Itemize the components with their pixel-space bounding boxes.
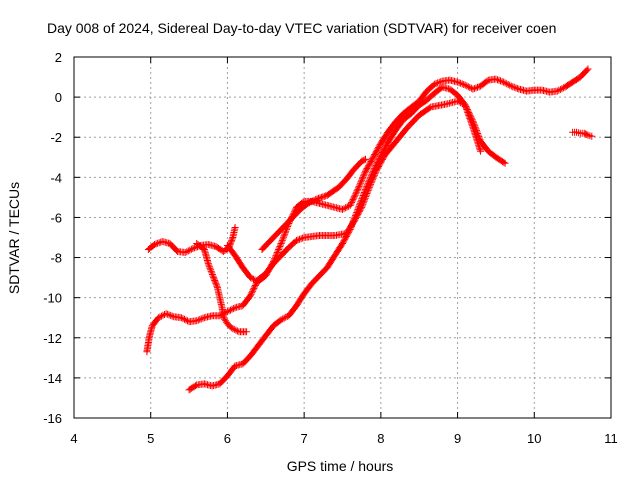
x-tick-label: 9 (454, 431, 461, 446)
y-tick-label: -10 (43, 291, 62, 306)
y-tick-label: 2 (55, 50, 62, 65)
x-axis-label: GPS time / hours (287, 458, 394, 474)
series-track-e (185, 83, 485, 394)
x-tick-label: 10 (527, 431, 541, 446)
data-markers (143, 65, 596, 394)
series-track-g (569, 128, 596, 140)
y-tick-label: -14 (43, 371, 62, 386)
x-tick-label: 8 (377, 431, 384, 446)
y-tick-label: -8 (50, 251, 62, 266)
series-track-f (258, 155, 369, 253)
plus-markers (185, 83, 485, 394)
x-tick-label: 7 (301, 431, 308, 446)
plus-markers (193, 240, 251, 336)
x-tick-label: 6 (224, 431, 231, 446)
x-tick-label: 5 (147, 431, 154, 446)
y-tick-label: -6 (50, 210, 62, 225)
series-track-d (223, 65, 592, 286)
y-tick-label: -2 (50, 130, 62, 145)
plus-markers (569, 128, 596, 140)
axis-ticks (73, 56, 612, 419)
series-track-b (193, 240, 251, 336)
y-tick-labels: -16 -14 -12 -10 -8 -6 -4 -2 0 2 (43, 50, 62, 426)
x-tick-labels: 4 5 6 7 8 9 10 11 (70, 431, 617, 446)
plot-frame (73, 56, 612, 419)
y-tick-label: -12 (43, 331, 62, 346)
plus-markers (258, 155, 369, 253)
y-tick-label: -4 (50, 170, 62, 185)
y-tick-label: 0 (55, 90, 62, 105)
x-tick-label: 4 (70, 431, 77, 446)
x-tick-label: 11 (604, 431, 618, 446)
chart-title: Day 008 of 2024, Sidereal Day-to-day VTE… (47, 20, 556, 36)
y-tick-label: -16 (43, 411, 62, 426)
y-axis-label: SDTVAR / TECUs (6, 182, 22, 294)
